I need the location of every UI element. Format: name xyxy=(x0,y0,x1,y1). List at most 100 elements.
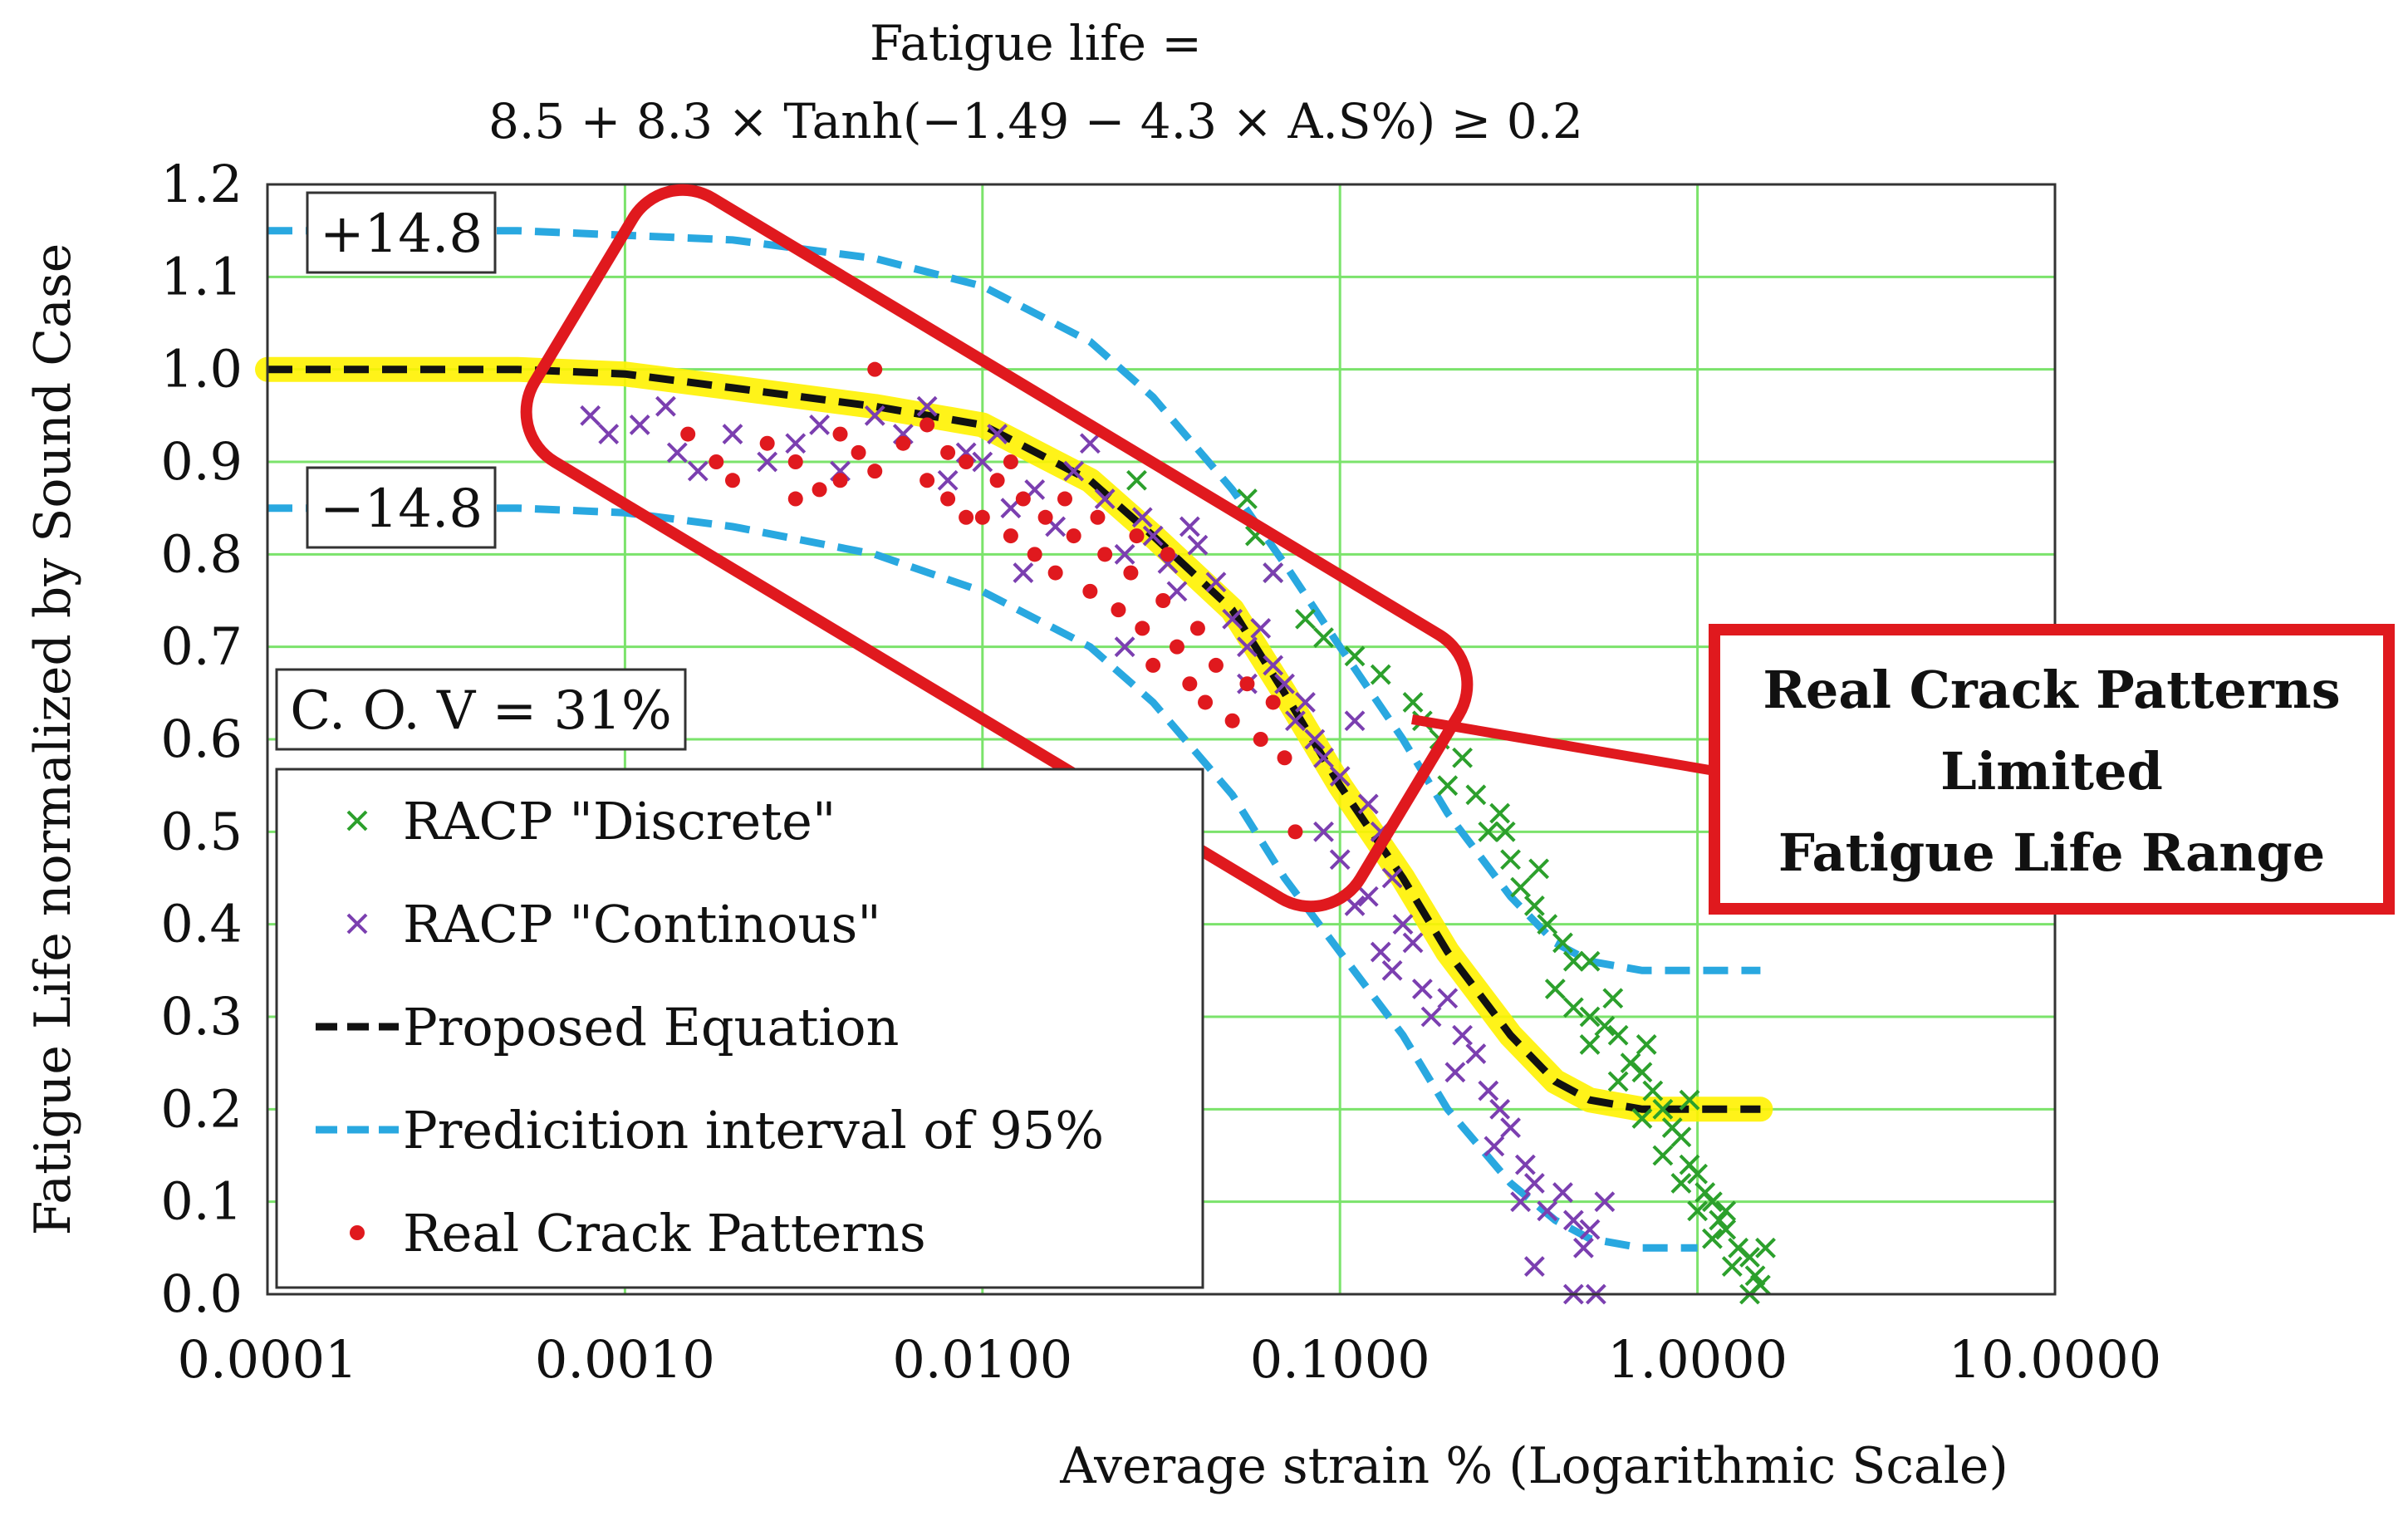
real-crack-point xyxy=(812,482,827,498)
x-tick-label: 1.0000 xyxy=(1607,1329,1788,1390)
racp-discrete-point xyxy=(1562,997,1584,1018)
real-crack-point xyxy=(680,426,696,442)
racp-continuous-point xyxy=(1392,914,1414,935)
real-crack-point xyxy=(1253,732,1268,747)
chart-title-line2: 8.5 + 8.3 × Tanh(−1.49 − 4.3 × A.S%) ≥ 0… xyxy=(488,93,1583,150)
racp-continuous-point xyxy=(1420,1006,1442,1028)
y-axis-label: Fatigue Life normalized by Sound Case xyxy=(24,243,82,1236)
racp-continuous-point xyxy=(1500,1117,1521,1139)
real-crack-point xyxy=(1123,565,1139,581)
real-crack-point xyxy=(1090,509,1106,525)
y-tick-label: 1.0 xyxy=(160,339,243,400)
racp-continuous-point xyxy=(1285,710,1306,732)
legend-label: RACP "Continous" xyxy=(403,894,881,954)
racp-discrete-point xyxy=(1607,1024,1629,1046)
y-tick-label: 0.4 xyxy=(160,894,243,954)
racp-continuous-point xyxy=(1523,1256,1545,1278)
racp-discrete-point xyxy=(1510,876,1532,898)
racp-continuous-point xyxy=(1484,1136,1505,1157)
real-crack-point xyxy=(1277,750,1292,766)
real-crack-point xyxy=(1111,602,1126,618)
legend-entries: RACP "Discrete" RACP "Continous" Proposed … xyxy=(316,791,1104,1263)
data-points xyxy=(580,361,1776,1305)
racp-continuous-point xyxy=(1465,1043,1487,1064)
racp-discrete-point xyxy=(1579,1033,1601,1055)
racp-discrete-point xyxy=(1670,1126,1692,1148)
racp-discrete-point xyxy=(1552,932,1573,954)
racp-discrete-point xyxy=(1523,895,1545,916)
y-tick-label: 0.2 xyxy=(160,1078,243,1139)
racp-continuous-point xyxy=(1402,932,1424,954)
y-tick-label: 0.1 xyxy=(160,1171,243,1232)
racp-continuous-point xyxy=(1514,1154,1536,1175)
upper-bound-box xyxy=(306,191,497,274)
y-tick-label: 1.2 xyxy=(160,154,243,214)
real-crack-point xyxy=(1015,491,1031,507)
x-tick-label: 0.0010 xyxy=(535,1329,715,1390)
legend-label: RACP "Discrete" xyxy=(403,791,836,851)
racp-continuous-point xyxy=(1187,534,1209,556)
real-crack-point xyxy=(851,444,866,460)
y-tick-label: 0.5 xyxy=(160,801,243,861)
lower-bound-label: −14.8 xyxy=(320,478,483,540)
racp-continuous-point xyxy=(1537,1200,1558,1222)
real-crack-point xyxy=(709,454,724,469)
racp-discrete-point xyxy=(1631,1062,1653,1083)
real-crack-point xyxy=(1082,583,1098,599)
racp-continuous-point xyxy=(687,460,709,482)
racp-continuous-point xyxy=(1237,636,1258,658)
racp-discrete-point xyxy=(1489,802,1511,824)
racp-discrete-point xyxy=(1652,1098,1674,1120)
racp-discrete-point xyxy=(1402,692,1424,713)
racp-continuous-point xyxy=(655,395,676,417)
racp-continuous-point xyxy=(1594,1191,1616,1213)
racp-continuous-point xyxy=(1411,979,1433,1000)
racp-continuous-point xyxy=(1263,655,1284,676)
racp-continuous-point xyxy=(1063,460,1085,482)
racp-continuous-point xyxy=(1222,608,1243,630)
racp-continuous-point xyxy=(1263,562,1284,584)
real-crack-point xyxy=(920,473,935,488)
racp-continuous-point xyxy=(722,424,743,445)
racp-continuous-point xyxy=(1304,729,1326,750)
real-crack-point xyxy=(1239,676,1255,692)
racp-continuous-point xyxy=(1344,710,1366,732)
racp-discrete-point xyxy=(1537,914,1558,935)
racp-continuous-point xyxy=(1313,821,1334,842)
real-crack-point xyxy=(920,417,935,433)
real-crack-point xyxy=(832,473,848,488)
racp-continuous-point xyxy=(1013,562,1034,584)
real-crack-point xyxy=(1037,509,1053,525)
racp-continuous-point xyxy=(1357,793,1379,815)
racp-discrete-point xyxy=(1528,858,1550,880)
racp-continuous-point xyxy=(1142,525,1164,547)
racp-continuous-point xyxy=(1437,988,1459,1009)
racp-discrete-point xyxy=(1652,1145,1674,1166)
real-crack-point xyxy=(1145,657,1161,673)
highlight-region xyxy=(520,184,1474,913)
real-crack-point xyxy=(959,454,974,469)
racp-discrete-point xyxy=(1594,1015,1616,1037)
racp-continuous-point xyxy=(1478,1080,1499,1101)
racp-continuous-point xyxy=(864,405,885,426)
racp-discrete-point xyxy=(1500,849,1521,871)
real-crack-point xyxy=(1189,621,1205,636)
real-crack-point xyxy=(1265,694,1281,710)
callout-line1: Real Crack Patterns xyxy=(1763,660,2340,720)
racp-continuous-point xyxy=(1274,673,1295,694)
racp-continuous-point xyxy=(1250,617,1272,639)
real-crack-point xyxy=(867,464,883,479)
real-crack-point xyxy=(832,426,848,442)
racp-continuous-point xyxy=(785,433,807,454)
racp-continuous-point xyxy=(1114,636,1135,658)
x-tick-label: 10.0000 xyxy=(1949,1329,2161,1390)
racp-continuous-point xyxy=(972,451,993,473)
racp-discrete-point xyxy=(1126,469,1147,491)
racp-discrete-point xyxy=(1602,988,1624,1009)
racp-discrete-point xyxy=(1715,1200,1737,1222)
racp-continuous-point xyxy=(1452,1024,1473,1046)
callout-box xyxy=(1709,624,2395,915)
real-crack-point xyxy=(1135,621,1150,636)
racp-continuous-point xyxy=(1131,507,1153,528)
